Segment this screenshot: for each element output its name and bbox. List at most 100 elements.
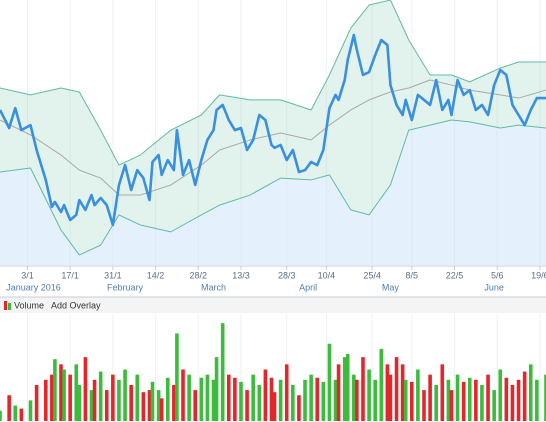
volume-bar	[486, 374, 490, 421]
x-tick-label: 25/4	[363, 270, 381, 280]
volume-bar	[510, 384, 515, 421]
volume-bar	[193, 390, 198, 421]
upper-band	[0, 0, 546, 166]
volume-bar	[400, 364, 405, 421]
volume-bar	[214, 357, 219, 421]
volume-bar	[303, 379, 307, 421]
add-overlay-button[interactable]: Add Overlay	[51, 300, 101, 310]
volume-bar	[422, 390, 426, 421]
x-tick-label: 13/3	[232, 270, 250, 280]
volume-bar	[159, 398, 164, 421]
volume-bar	[361, 357, 365, 421]
volume-bar	[492, 390, 496, 421]
volume-bar	[544, 374, 546, 421]
volume-bar	[89, 390, 94, 421]
volume-bar	[211, 379, 216, 421]
volume-bar	[278, 379, 283, 421]
volume-bar	[498, 369, 503, 421]
volume-bar	[434, 384, 438, 421]
volume-bar	[327, 343, 332, 421]
volume-bar	[373, 379, 377, 421]
volume-bar	[385, 364, 390, 421]
volume-bar	[474, 379, 478, 421]
volume-bar	[269, 377, 274, 421]
volume-bar	[245, 390, 249, 421]
x-tick-label: 5/6	[491, 270, 504, 280]
volume-legend[interactable]: Volume	[14, 300, 44, 310]
volume-bar	[175, 333, 179, 421]
volume-bar	[83, 357, 88, 421]
volume-bar	[19, 408, 24, 421]
volume-bar	[239, 381, 243, 421]
volume-bar	[461, 381, 466, 421]
volume-bar	[309, 374, 313, 421]
volume-bar	[233, 377, 237, 421]
volume-icon-down	[4, 301, 7, 310]
volume-bar	[172, 384, 176, 421]
volume-bar	[205, 374, 210, 421]
x-tick-label: 8/5	[406, 270, 419, 280]
x-tick-label: 10/4	[318, 270, 336, 280]
volume-bar	[156, 390, 161, 421]
volume-bar	[516, 379, 521, 421]
volume-bar	[117, 379, 121, 421]
volume-bar	[321, 381, 326, 421]
volume-icon-up	[8, 303, 11, 310]
volume-bar	[272, 392, 277, 421]
x-tick-label: 31/1	[104, 270, 122, 280]
volume-bar	[355, 379, 359, 421]
volume-bar	[257, 384, 262, 421]
volume-bar	[449, 390, 454, 421]
volume-bar	[62, 369, 66, 421]
volume-bar	[522, 371, 527, 421]
volume-bar	[535, 379, 539, 421]
x-tick-label: 28/3	[278, 270, 296, 280]
x-tick-label: 17/1	[61, 270, 79, 280]
volume-bar	[77, 384, 82, 421]
volume-bar	[409, 381, 414, 421]
volume-bar	[342, 357, 347, 421]
volume-bar	[504, 377, 509, 421]
month-label: February	[107, 282, 144, 292]
month-label: April	[299, 282, 317, 292]
volume-bar	[336, 364, 341, 421]
volume-bar	[181, 369, 185, 421]
x-tick-label: 3/1	[21, 270, 34, 280]
volume-bar	[199, 377, 204, 421]
volume-bar	[379, 348, 384, 421]
volume-bar	[297, 395, 301, 421]
volume-bar	[59, 364, 63, 421]
volume-bar	[220, 323, 225, 421]
x-tick-label: 19/6	[531, 270, 546, 280]
volume-bar	[528, 364, 533, 421]
month-label: May	[382, 282, 400, 292]
month-label: March	[201, 282, 226, 292]
volume-bar	[394, 357, 399, 421]
volume-bar	[367, 369, 371, 421]
band-fill	[0, 0, 546, 255]
volume-bar	[388, 374, 393, 421]
volume-bar	[291, 384, 295, 421]
volume-bar	[34, 384, 39, 421]
volume-bar	[416, 369, 420, 421]
volume-bar	[147, 390, 152, 421]
volume-bar	[352, 374, 356, 421]
volume-bar	[446, 379, 451, 421]
volume-bar	[7, 395, 11, 421]
volume-bar	[141, 392, 146, 421]
lower-band	[0, 119, 546, 256]
volume-bar	[467, 377, 472, 421]
volume-bar	[43, 379, 48, 421]
volume-bar	[440, 364, 445, 421]
volume-bar	[135, 374, 140, 421]
volume-bar	[150, 381, 155, 421]
volume-bar	[98, 371, 103, 421]
volume-bar	[333, 379, 338, 421]
volume-bar	[123, 369, 127, 421]
volume-bar	[428, 374, 432, 421]
volume-bar	[345, 354, 350, 421]
volume-bar	[187, 374, 191, 421]
middle-band	[0, 79, 546, 196]
volume-bar	[284, 364, 289, 421]
